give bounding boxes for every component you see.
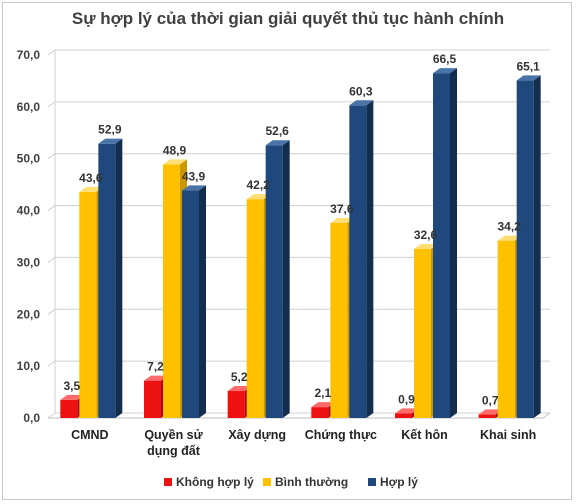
data-label: 5,2 [231, 370, 248, 384]
bar-top [163, 159, 187, 165]
legend-label: Bình thường [275, 475, 348, 489]
bar-side [282, 140, 290, 418]
gridline-diagonal [47, 101, 56, 108]
data-label: 37,6 [330, 202, 354, 216]
legend-label: Không hợp lý [176, 475, 254, 489]
bar [227, 391, 245, 418]
bar [246, 199, 264, 418]
gridline-diagonal [47, 412, 56, 419]
bar [79, 191, 97, 418]
bar-top [516, 75, 541, 81]
y-axis: 0,0 10,0 20,0 30,0 40,0 50,0 60,0 70,0 [17, 48, 41, 425]
y-tick-label: 60,0 [17, 100, 41, 114]
data-label: 65,1 [516, 59, 540, 73]
x-tick-label: Xây dựng [228, 428, 286, 442]
bars [60, 68, 541, 419]
y-tick-label: 0,0 [23, 411, 40, 425]
x-tick-label: Khai sinh [480, 428, 536, 442]
bar [497, 240, 515, 418]
bar-side [115, 138, 123, 418]
x-tick-label: Quyền sử [144, 428, 203, 442]
bar-side [199, 185, 206, 418]
bar-side [450, 68, 457, 419]
bar-top [182, 185, 206, 191]
gridline-diagonal [47, 257, 56, 263]
gridline-diagonal [47, 49, 56, 56]
bar-top [330, 218, 355, 224]
bar [265, 145, 283, 418]
bar [349, 105, 367, 419]
data-label: 52,6 [265, 124, 289, 138]
bar-top [349, 100, 374, 106]
data-label: 0,9 [398, 392, 415, 406]
bar [433, 73, 450, 419]
bar [182, 190, 199, 418]
data-label: 43,9 [182, 169, 206, 183]
bar [60, 399, 78, 418]
gridline-diagonal [47, 205, 56, 211]
bar-top [227, 386, 252, 392]
legend-swatch [263, 478, 271, 486]
bar-top [478, 409, 503, 415]
x-axis: CMND Quyền sử dụng đất Xây dựng Chứng thực Kế… [71, 428, 536, 458]
legend-label: Hợp lý [380, 475, 418, 489]
chart-title: Sự hợp lý của thời gian giải quyết thủ t… [72, 9, 504, 28]
bar-top [79, 186, 104, 192]
bar-top [98, 138, 123, 144]
data-label: 48,9 [163, 143, 187, 157]
gridline-diagonal [47, 153, 56, 160]
y-tick-label: 40,0 [17, 204, 41, 218]
floor-edge [542, 412, 551, 419]
x-tick-label: Kết hôn [401, 428, 448, 442]
y-tick-label: 20,0 [17, 307, 41, 321]
gridline-diagonal [47, 360, 56, 367]
data-label: 43,6 [79, 171, 103, 185]
bar [330, 223, 348, 418]
y-tick-label: 50,0 [17, 152, 41, 166]
legend-swatch [164, 478, 172, 486]
bar [414, 248, 431, 418]
bar [163, 164, 180, 418]
bar-top [395, 408, 419, 414]
data-label: 0,7 [482, 393, 499, 407]
data-labels: 3,5 43,6 52,9 7,2 48,9 43,9 5,2 42,2 52,6 2,1 37,6… [63, 52, 540, 407]
legend-swatch [368, 478, 376, 486]
data-label: 52,9 [98, 123, 122, 137]
bar-top [433, 68, 457, 74]
bar [144, 380, 161, 418]
x-tick-label: Chứng thực [305, 428, 377, 442]
bar-top [246, 194, 271, 200]
bar-top [311, 402, 336, 408]
bar [395, 413, 412, 418]
y-tick-label: 30,0 [17, 255, 41, 269]
data-label: 32,6 [414, 228, 438, 242]
gridlines [47, 49, 551, 419]
bar-top [60, 394, 85, 400]
bar-top [144, 375, 168, 381]
gridline-diagonal [47, 308, 56, 315]
bar [311, 407, 329, 418]
data-label: 60,3 [349, 84, 373, 98]
bar [98, 143, 116, 418]
bar-top [265, 140, 290, 146]
data-label: 34,2 [497, 220, 521, 234]
bar-side [366, 100, 374, 419]
bar-top [414, 243, 438, 249]
data-label: 66,5 [433, 52, 457, 66]
bar [478, 414, 496, 418]
bar-top [497, 235, 522, 241]
y-tick-label: 10,0 [17, 359, 41, 373]
bar-side [533, 75, 541, 418]
data-label: 3,5 [63, 379, 80, 393]
data-label: 42,2 [246, 178, 270, 192]
x-tick-label: dụng đất [147, 444, 201, 458]
data-label: 7,2 [147, 360, 164, 374]
legend: Không hợp lý Bình thường Hợp lý [164, 475, 418, 489]
data-label: 2,1 [314, 386, 331, 400]
x-tick-label: CMND [71, 428, 109, 442]
bar [516, 80, 534, 418]
y-tick-label: 70,0 [17, 48, 41, 62]
